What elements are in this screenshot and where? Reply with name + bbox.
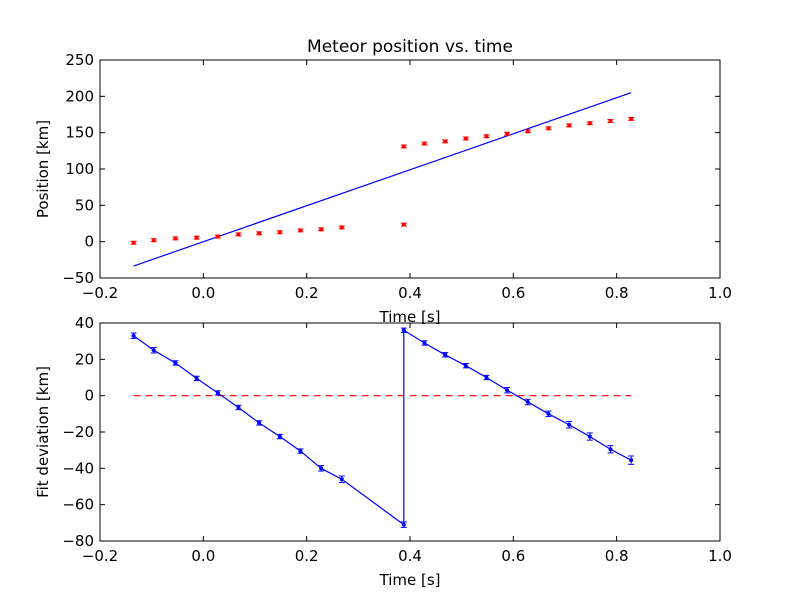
y-tick-label: −20 <box>62 423 94 441</box>
data-point <box>629 458 634 463</box>
data-point <box>173 360 178 365</box>
position-axes-frame <box>99 59 721 279</box>
position-plot-area <box>130 92 635 267</box>
data-point <box>257 231 262 236</box>
data-point <box>277 230 282 235</box>
data-point <box>443 139 448 144</box>
data-point <box>463 136 468 141</box>
data-point <box>608 447 613 452</box>
data-point <box>463 363 468 368</box>
data-point <box>194 235 199 240</box>
deviation-line <box>133 329 632 526</box>
x-tick-label: 0.6 <box>501 284 525 302</box>
data-point <box>277 434 282 439</box>
data-point <box>236 405 241 410</box>
x-tick-label: 1.0 <box>708 547 732 565</box>
y-tick-label: 100 <box>65 160 94 178</box>
x-tick-label: 0.4 <box>398 284 422 302</box>
data-point <box>257 420 262 425</box>
data-point <box>401 222 406 227</box>
data-point <box>339 225 344 230</box>
deviation-plot-area <box>130 327 635 528</box>
data-point <box>422 141 427 146</box>
y-tick-label: −60 <box>62 496 94 514</box>
y-tick-label: −40 <box>62 459 94 477</box>
data-point <box>215 234 220 239</box>
data-point <box>587 434 592 439</box>
data-point <box>443 352 448 357</box>
y-axis-label: Position [km] <box>34 120 52 218</box>
data-point <box>484 375 489 380</box>
data-point <box>505 131 510 136</box>
chart-title: Meteor position vs. time <box>307 37 513 57</box>
y-tick-label: 40 <box>75 314 94 332</box>
y-tick-label: 0 <box>84 233 94 251</box>
data-point <box>422 340 427 345</box>
x-axis-label: Time [s] <box>379 571 441 589</box>
data-point <box>525 400 530 405</box>
data-point <box>131 240 136 245</box>
data-point <box>505 388 510 393</box>
data-point <box>319 227 324 232</box>
data-point <box>401 522 406 527</box>
y-tick-label: 50 <box>75 196 94 214</box>
x-tick-label: 0.2 <box>295 547 319 565</box>
x-tick-label: 0.8 <box>605 284 629 302</box>
deviation-x-ticks: −0.2 0.0 0.2 0.4 0.6 0.8 1.0 <box>82 323 732 565</box>
x-tick-label: 0.6 <box>501 547 525 565</box>
data-point <box>151 348 156 353</box>
data-point <box>215 390 220 395</box>
data-point <box>298 228 303 233</box>
data-point <box>173 236 178 241</box>
y-tick-label: 250 <box>65 51 94 69</box>
data-point <box>546 411 551 416</box>
deviation-chart: Time [s] Fit deviation [km] −0.2 0.0 0.2 0.… <box>34 314 732 589</box>
data-point <box>567 123 572 128</box>
x-tick-label: −0.2 <box>82 284 118 302</box>
y-tick-label: 200 <box>65 87 94 105</box>
y-axis-label: Fit deviation [km] <box>34 366 52 498</box>
data-point <box>587 121 592 126</box>
x-tick-label: 0.0 <box>191 284 215 302</box>
data-point <box>236 232 241 237</box>
deviation-axes-frame <box>99 322 721 542</box>
y-tick-label: −80 <box>62 532 94 550</box>
data-point <box>131 333 136 338</box>
x-tick-label: 0.4 <box>398 547 422 565</box>
data-point <box>608 119 613 124</box>
data-point <box>546 126 551 131</box>
deviation-y-ticks: −80 −60 −40 −20 0 20 40 <box>62 314 720 550</box>
data-point <box>401 328 406 333</box>
x-tick-label: 1.0 <box>708 284 732 302</box>
x-tick-label: −0.2 <box>82 547 118 565</box>
data-point <box>484 134 489 139</box>
y-tick-label: 0 <box>84 387 94 405</box>
x-tick-label: 0.0 <box>191 547 215 565</box>
position-x-ticks: −0.2 0.0 0.2 0.4 0.6 0.8 1.0 <box>82 60 732 302</box>
data-point <box>567 422 572 427</box>
x-tick-label: 0.8 <box>605 547 629 565</box>
data-point <box>194 376 199 381</box>
data-point <box>298 449 303 454</box>
data-point <box>319 466 324 471</box>
y-tick-label: −50 <box>62 269 94 287</box>
y-tick-label: 150 <box>65 124 94 142</box>
data-point <box>401 144 406 149</box>
y-tick-label: 20 <box>75 350 94 368</box>
x-axis-label: Time [s] <box>379 308 441 326</box>
position-chart: Meteor position vs. time Time [s] Positi… <box>34 37 732 326</box>
data-point <box>151 238 156 243</box>
data-point <box>629 116 634 121</box>
data-point <box>339 477 344 482</box>
x-tick-label: 0.2 <box>295 284 319 302</box>
data-point <box>525 129 530 134</box>
